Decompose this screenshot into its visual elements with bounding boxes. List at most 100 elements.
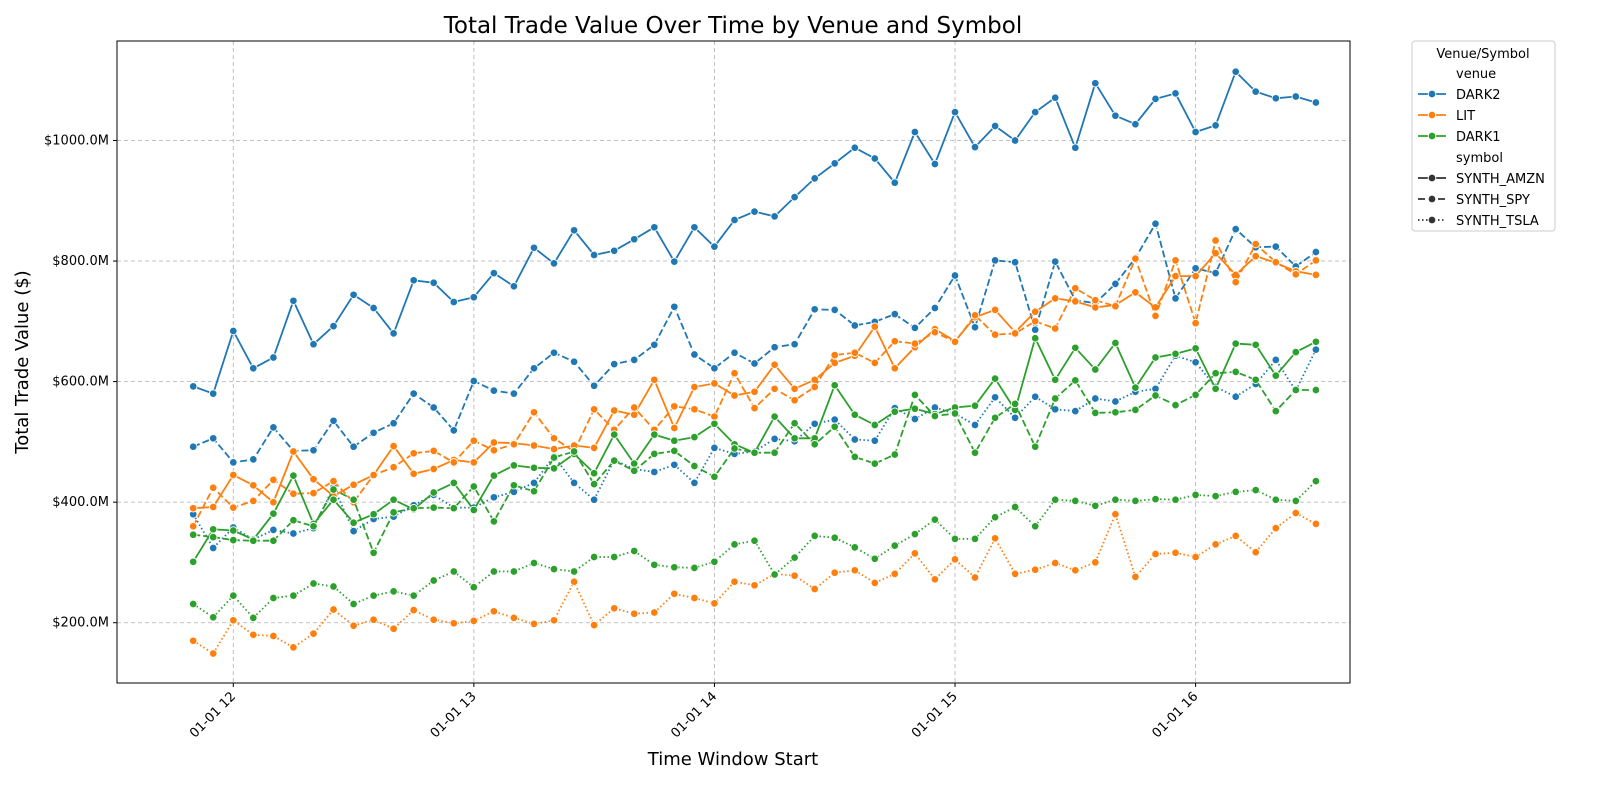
data-point [1030, 317, 1040, 326]
data-point [1191, 344, 1200, 353]
data-point [990, 121, 1000, 131]
data-point [589, 381, 599, 391]
data-point [810, 174, 819, 183]
data-point [309, 339, 318, 349]
data-point [1251, 251, 1260, 261]
data-point [730, 348, 739, 357]
data-point [1131, 288, 1140, 297]
legend-marker [1427, 194, 1437, 204]
data-point [730, 444, 739, 453]
data-point [289, 447, 298, 456]
series-lit-synth_tsla [188, 508, 1321, 658]
data-point [950, 409, 960, 418]
data-point [589, 443, 599, 453]
data-point [369, 548, 378, 558]
data-point [449, 426, 459, 435]
data-point [1171, 271, 1180, 281]
data-point [569, 577, 579, 586]
data-point [1030, 333, 1040, 343]
data-point [1191, 127, 1200, 137]
data-point [670, 436, 679, 445]
series-lit-synth_amzn [188, 248, 1321, 513]
data-point [489, 386, 499, 395]
data-point [1191, 390, 1200, 400]
data-point [1151, 494, 1160, 504]
data-point [770, 360, 779, 369]
data-point [1111, 301, 1120, 311]
data-point [1271, 94, 1281, 103]
data-point [389, 441, 398, 451]
data-point [429, 464, 438, 474]
legend-label: DARK1 [1456, 130, 1501, 145]
series-dark2-synth_spy [188, 219, 1321, 467]
data-point [1291, 270, 1301, 279]
data-point [1091, 365, 1100, 374]
data-point [890, 336, 900, 346]
data-point [529, 487, 539, 496]
data-point [1071, 376, 1080, 385]
data-point [229, 326, 238, 336]
data-point [589, 250, 599, 260]
data-point [1050, 558, 1060, 568]
data-point [1131, 254, 1140, 263]
data-point [1091, 78, 1100, 88]
data-point [1151, 219, 1160, 228]
data-point [1231, 67, 1240, 76]
data-point [670, 589, 679, 599]
data-point [509, 389, 519, 398]
data-point [1311, 256, 1321, 265]
data-point [1050, 495, 1060, 504]
data-point [208, 613, 218, 622]
data-point [229, 470, 238, 480]
data-point [309, 522, 318, 531]
data-point [850, 321, 860, 330]
legend-item-lit: LIT [1418, 109, 1475, 124]
data-point [650, 467, 659, 477]
data-point [1171, 495, 1180, 504]
data-point [1131, 119, 1140, 129]
data-point [329, 495, 338, 504]
legend-label: DARK2 [1456, 88, 1501, 103]
data-point [429, 278, 438, 287]
legend-label: LIT [1456, 109, 1475, 124]
data-point [449, 478, 459, 488]
legend-item-synth_tsla: SYNTH_TSLA [1418, 214, 1539, 229]
data-point [870, 554, 880, 564]
x-tick-label: 01-01 16 [1150, 689, 1202, 741]
x-tick-label: 01-01 13 [428, 689, 480, 741]
data-point [389, 495, 398, 504]
data-point [890, 450, 900, 459]
data-point [249, 455, 258, 464]
y-axis-ticks: $200.0M $400.0M $600.0M $800.0M $1000.0M [44, 133, 117, 631]
data-point [690, 478, 699, 488]
data-point [1191, 271, 1200, 281]
data-point [1050, 375, 1060, 385]
data-point [329, 485, 338, 494]
data-point [188, 557, 198, 567]
data-point [1211, 121, 1220, 130]
data-point [1111, 509, 1120, 519]
data-point [389, 508, 398, 517]
data-point [1071, 496, 1080, 506]
data-point [750, 581, 759, 590]
data-point [1291, 385, 1301, 395]
data-point [870, 420, 880, 430]
data-point [1111, 111, 1120, 120]
data-point [509, 567, 519, 576]
data-point [249, 364, 258, 373]
data-point [1010, 413, 1020, 423]
data-point [509, 481, 519, 490]
data-point [1311, 476, 1321, 486]
data-point [249, 630, 258, 640]
series-dark2-synth_amzn [188, 67, 1321, 398]
series-dark1-synth_spy [188, 367, 1321, 558]
data-point [910, 390, 920, 400]
data-point [1191, 490, 1200, 500]
data-point [1271, 242, 1281, 251]
data-point [549, 434, 559, 443]
data-point [650, 223, 659, 232]
data-point [329, 321, 338, 331]
data-point [990, 330, 1000, 339]
data-point [770, 342, 779, 352]
data-point [730, 577, 739, 586]
